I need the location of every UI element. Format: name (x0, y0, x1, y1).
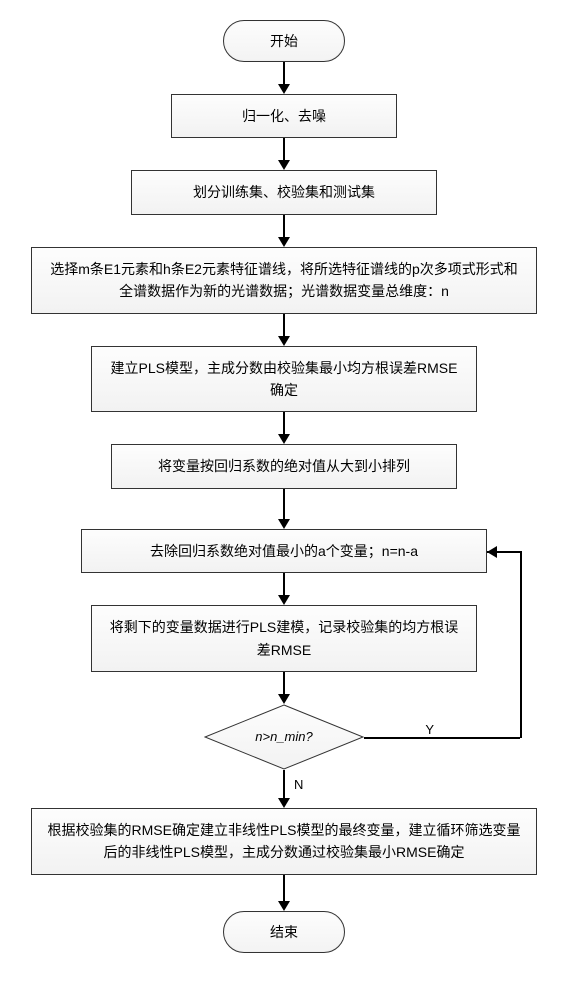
arrow (278, 770, 290, 808)
arrow (278, 412, 290, 444)
arrow (278, 215, 290, 247)
arrow (278, 672, 290, 704)
arrow (278, 573, 290, 605)
start-terminal: 开始 (223, 20, 345, 62)
end-label: 结束 (270, 924, 298, 940)
arrow (278, 489, 290, 529)
branch-no-label: N (294, 777, 303, 792)
step-normalize: 归一化、去噪 (171, 94, 397, 138)
step-label: 归一化、去噪 (242, 108, 326, 124)
decision-node: n>n_min? Y N (204, 704, 364, 770)
step-remove-vars: 去除回归系数绝对值最小的a个变量；n=n-a (81, 529, 487, 573)
step-pls: 建立PLS模型，主成分数由校验集最小均方根误差RMSE确定 (91, 346, 477, 413)
arrow (278, 875, 290, 911)
loop-region: 去除回归系数绝对值最小的a个变量；n=n-a 将剩下的变量数据进行PLS建模，记… (30, 529, 538, 770)
arrow (278, 314, 290, 346)
step-sort: 将变量按回归系数的绝对值从大到小排列 (111, 444, 457, 488)
start-label: 开始 (270, 33, 298, 49)
step-select-lines: 选择m条E1元素和h条E2元素特征谱线，将所选特征谱线的p次多项式形式和全谱数据… (31, 247, 537, 314)
step-pls-record: 将剩下的变量数据进行PLS建模，记录校验集的均方根误差RMSE (91, 605, 477, 672)
flowchart: 开始 归一化、去噪 划分训练集、校验集和测试集 选择m条E1元素和h条E2元素特… (30, 20, 538, 953)
step-label: 划分训练集、校验集和测试集 (193, 184, 375, 200)
end-terminal: 结束 (223, 911, 345, 953)
arrow (278, 62, 290, 94)
arrow (278, 138, 290, 170)
branch-yes-label: Y (425, 722, 434, 737)
step-label: 根据校验集的RMSE确定建立非线性PLS模型的最终变量，建立循环筛选变量后的非线… (48, 822, 521, 860)
step-label: 将剩下的变量数据进行PLS建模，记录校验集的均方根误差RMSE (110, 619, 458, 657)
step-final-model: 根据校验集的RMSE确定建立非线性PLS模型的最终变量，建立循环筛选变量后的非线… (31, 808, 537, 875)
step-label: 建立PLS模型，主成分数由校验集最小均方根误差RMSE确定 (111, 360, 458, 398)
decision-label: n>n_min? (255, 729, 312, 744)
step-split: 划分训练集、校验集和测试集 (131, 170, 437, 214)
step-label: 将变量按回归系数的绝对值从大到小排列 (158, 458, 410, 474)
step-label: 选择m条E1元素和h条E2元素特征谱线，将所选特征谱线的p次多项式形式和全谱数据… (50, 261, 517, 299)
step-label: 去除回归系数绝对值最小的a个变量；n=n-a (150, 543, 418, 559)
